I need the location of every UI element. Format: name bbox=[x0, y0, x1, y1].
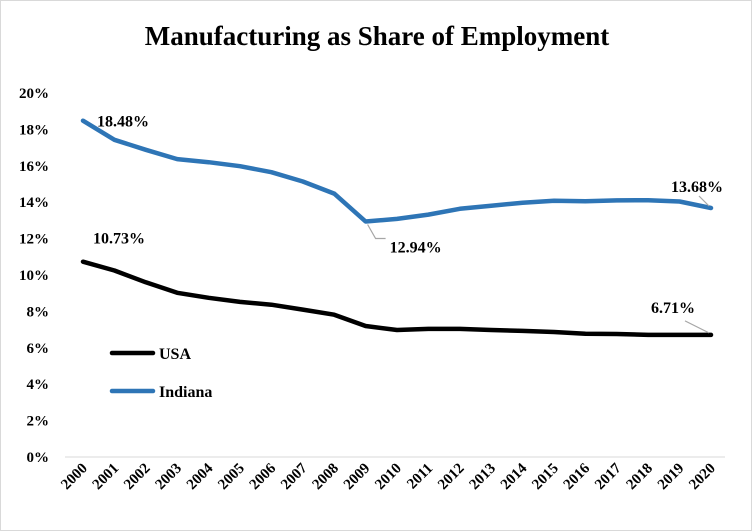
data-label: 13.68% bbox=[671, 179, 723, 196]
x-tick-label: 2001 bbox=[90, 461, 123, 494]
x-tick-label: 2012 bbox=[435, 461, 468, 494]
x-tick-label: 2016 bbox=[561, 460, 594, 493]
y-tick-label: 16% bbox=[19, 159, 49, 175]
x-tick-label: 2014 bbox=[498, 460, 531, 493]
x-tick-label: 2020 bbox=[686, 461, 719, 494]
legend: USA Indiana bbox=[109, 346, 212, 401]
series-line-indiana bbox=[80, 118, 714, 224]
x-tick-label: 2013 bbox=[467, 461, 500, 494]
x-tick-label: 2019 bbox=[655, 461, 688, 494]
x-tick-label: 2003 bbox=[153, 461, 186, 494]
x-tick-label: 2007 bbox=[278, 460, 311, 493]
legend-label-usa: USA bbox=[159, 346, 191, 363]
y-tick-label: 8% bbox=[27, 304, 50, 320]
chart-title: Manufacturing as Share of Employment bbox=[145, 21, 610, 51]
x-tick-label: 2011 bbox=[404, 461, 436, 493]
data-label: 12.94% bbox=[390, 239, 442, 256]
y-tick-label: 18% bbox=[19, 122, 49, 138]
data-label-leader bbox=[367, 224, 386, 240]
y-tick-label: 14% bbox=[19, 195, 49, 211]
x-tick-label: 2017 bbox=[592, 460, 625, 493]
y-tick-label: 6% bbox=[27, 341, 50, 357]
series-line-usa bbox=[80, 259, 714, 338]
y-tick-label: 10% bbox=[19, 268, 49, 284]
y-axis: 0% 2% 4% 6% 8% 10% 12% 14% 16% 18% 20% bbox=[19, 86, 49, 466]
x-tick-label: 2002 bbox=[121, 461, 154, 494]
x-tick-label: 2005 bbox=[215, 461, 248, 494]
x-tick-label: 2010 bbox=[372, 461, 405, 494]
x-tick-label: 2006 bbox=[247, 460, 280, 493]
data-label: 6.71% bbox=[651, 300, 695, 317]
data-label: 10.73% bbox=[93, 231, 145, 248]
y-tick-label: 2% bbox=[27, 414, 50, 430]
y-tick-label: 0% bbox=[27, 450, 50, 466]
data-label-leader bbox=[684, 320, 710, 334]
x-tick-label: 2009 bbox=[341, 461, 374, 494]
x-tick-label: 2008 bbox=[310, 461, 343, 494]
data-label: 18.48% bbox=[97, 114, 149, 131]
legend-label-indiana: Indiana bbox=[159, 384, 212, 401]
y-tick-label: 20% bbox=[19, 86, 49, 102]
data-label-leader bbox=[698, 195, 710, 207]
y-tick-label: 4% bbox=[27, 377, 50, 393]
x-axis: 2000200120022003200420052006200720082009… bbox=[58, 456, 725, 494]
x-tick-label: 2004 bbox=[184, 460, 217, 493]
y-tick-label: 12% bbox=[19, 232, 49, 248]
x-tick-label: 2015 bbox=[529, 461, 562, 494]
series-layer bbox=[80, 118, 714, 338]
x-tick-label: 2018 bbox=[624, 461, 657, 494]
annotation-layer: 18.48% 12.94% 13.68% 10.73% 6.71% bbox=[93, 114, 723, 334]
x-tick-label: 2000 bbox=[58, 461, 91, 494]
